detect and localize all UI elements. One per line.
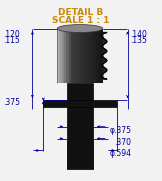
Polygon shape (73, 29, 76, 83)
Polygon shape (67, 83, 93, 100)
Polygon shape (87, 29, 90, 83)
Polygon shape (96, 29, 99, 83)
Polygon shape (62, 29, 64, 83)
Text: .115: .115 (3, 36, 19, 45)
Text: DETAIL B: DETAIL B (58, 8, 104, 17)
Polygon shape (67, 107, 93, 169)
Polygon shape (57, 29, 60, 83)
Polygon shape (64, 29, 67, 83)
Polygon shape (94, 29, 96, 83)
Polygon shape (91, 29, 94, 83)
Polygon shape (71, 29, 74, 83)
Polygon shape (80, 29, 83, 83)
Text: φ.594: φ.594 (110, 150, 132, 159)
Polygon shape (101, 33, 107, 79)
Polygon shape (75, 29, 78, 83)
Text: .135: .135 (131, 36, 147, 45)
Polygon shape (85, 29, 87, 83)
Text: SCALE 1 : 1: SCALE 1 : 1 (52, 16, 110, 25)
Polygon shape (82, 29, 85, 83)
Text: φ.375: φ.375 (110, 126, 132, 135)
Text: .120: .120 (3, 30, 19, 39)
Polygon shape (66, 29, 69, 83)
Polygon shape (78, 29, 81, 83)
Polygon shape (89, 29, 92, 83)
Polygon shape (57, 29, 103, 83)
Polygon shape (101, 29, 103, 83)
Text: .140: .140 (131, 30, 147, 39)
Ellipse shape (57, 25, 103, 33)
Text: .375: .375 (3, 98, 20, 107)
Polygon shape (59, 29, 62, 83)
Polygon shape (69, 29, 71, 83)
Polygon shape (98, 29, 101, 83)
Polygon shape (43, 100, 117, 107)
Text: .370: .370 (114, 138, 131, 147)
